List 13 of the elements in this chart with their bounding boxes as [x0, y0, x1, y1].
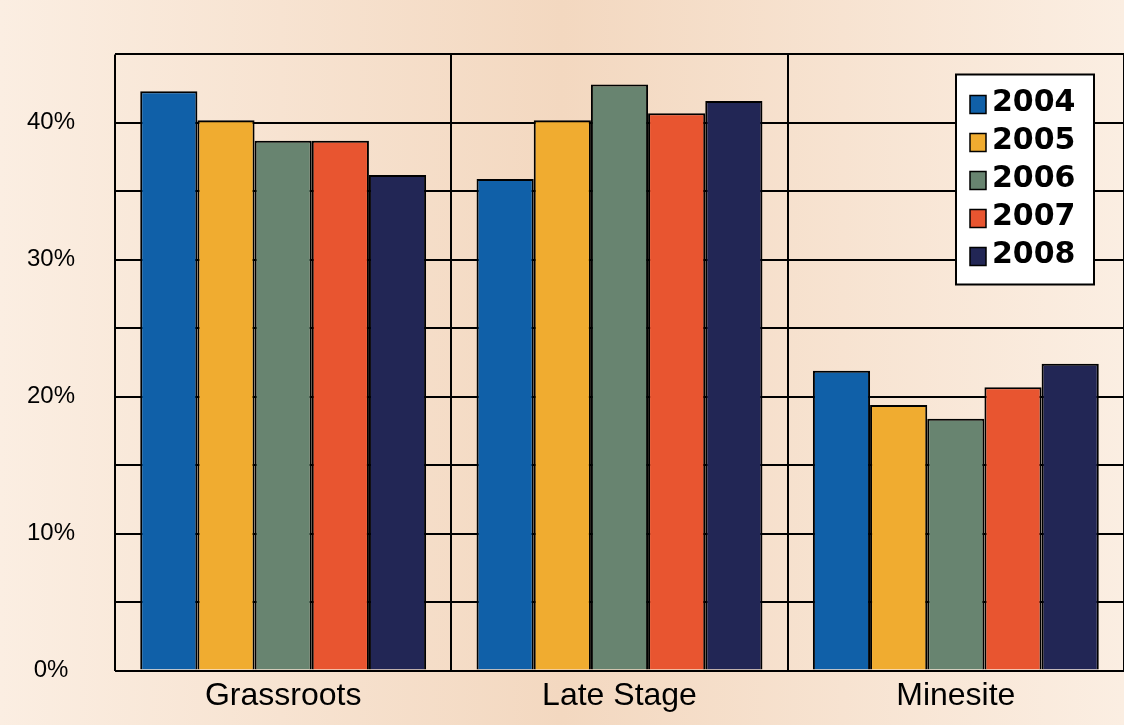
y-tick-label: 10%: [26, 518, 76, 546]
legend-label: 2005: [992, 121, 1076, 157]
y-tick-label: 40%: [26, 107, 76, 135]
y-tick-label: 30%: [26, 244, 76, 272]
x-tick-label: Late Stage: [542, 675, 697, 712]
y-tick-label: 20%: [26, 381, 76, 409]
y-tick-label: 0%: [33, 655, 69, 683]
x-tick-label: Minesite: [896, 675, 1016, 712]
legend-label: 2008: [992, 235, 1076, 271]
x-tick-label: Grassroots: [204, 675, 362, 712]
legend-label: 2004: [992, 83, 1076, 119]
legend-label: 2007: [992, 197, 1076, 233]
legend-label: 2006: [992, 159, 1076, 195]
